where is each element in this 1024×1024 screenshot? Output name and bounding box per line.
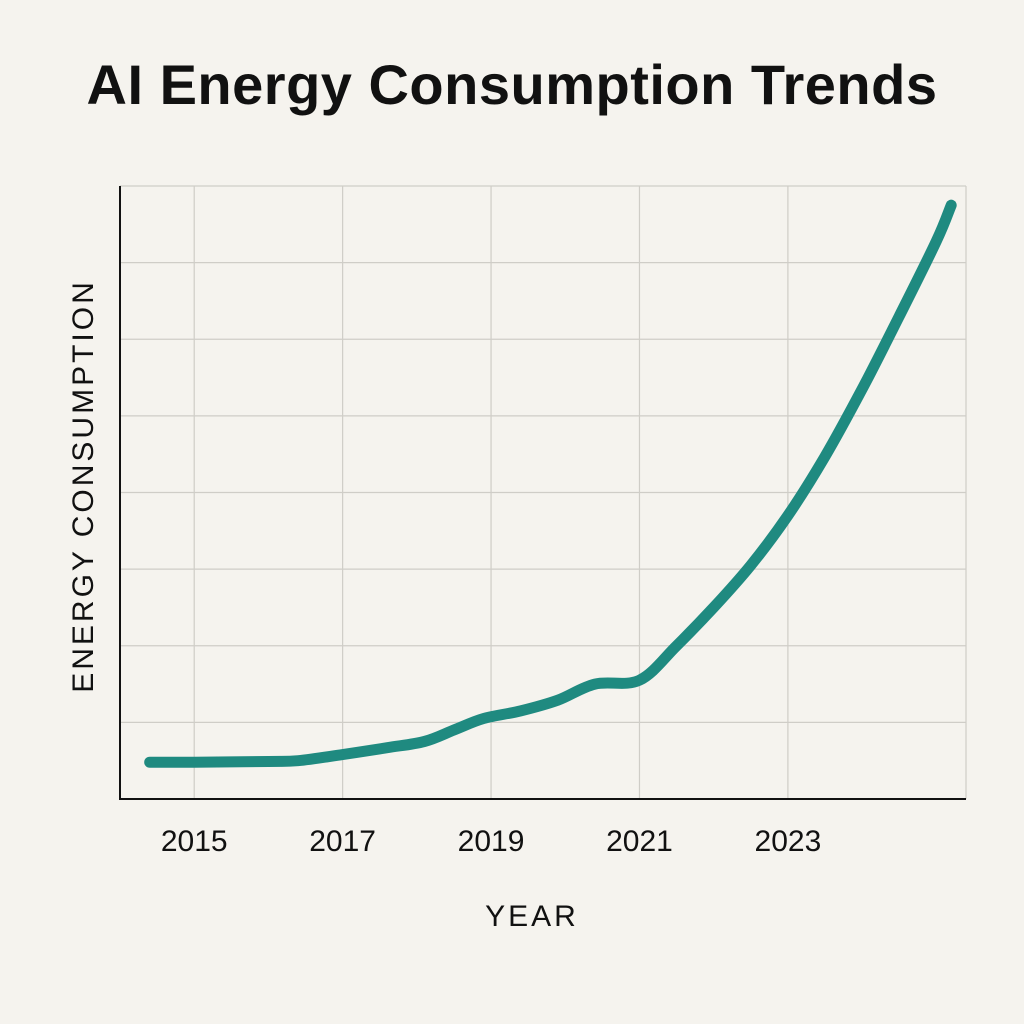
grid [120, 185, 967, 799]
x-axis-title: YEAR [485, 900, 579, 933]
series-line [144, 199, 957, 768]
series [144, 199, 957, 768]
x-tick-labels: 2015 2017 2019 2021 2023 [161, 825, 821, 858]
chart-title: AI Energy Consumption Trends [86, 53, 938, 116]
x-tick-label: 2017 [309, 825, 376, 858]
x-tick-label: 2021 [606, 825, 673, 858]
x-tick-label: 2019 [458, 825, 525, 858]
axes [119, 186, 966, 800]
y-axis-title: ENERGY CONSUMPTION [67, 279, 100, 693]
x-tick-label: 2015 [161, 825, 228, 858]
x-tick-label: 2023 [755, 825, 822, 858]
